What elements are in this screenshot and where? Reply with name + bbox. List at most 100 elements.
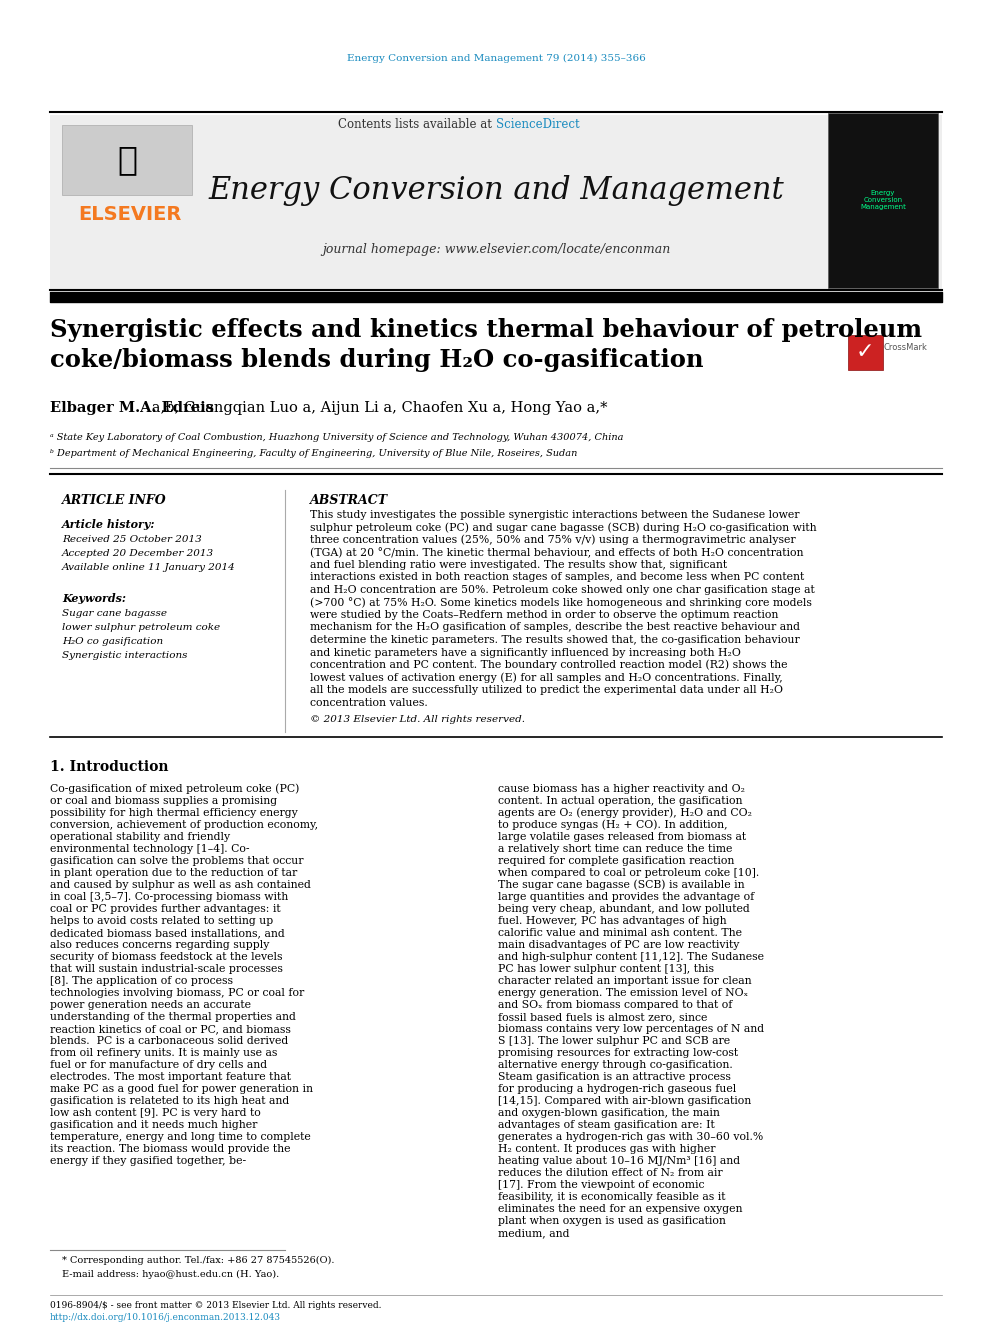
Text: * Corresponding author. Tel./fax: +86 27 87545526(O).: * Corresponding author. Tel./fax: +86 27…	[62, 1256, 334, 1265]
Text: large volatile gases released from biomass at: large volatile gases released from bioma…	[498, 832, 746, 841]
Text: reduces the dilution effect of N₂ from air: reduces the dilution effect of N₂ from a…	[498, 1168, 722, 1177]
Text: lowest values of activation energy (E) for all samples and H₂O concentrations. F: lowest values of activation energy (E) f…	[310, 672, 783, 683]
Text: (TGA) at 20 °C/min. The kinetic thermal behaviour, and effects of both H₂O conce: (TGA) at 20 °C/min. The kinetic thermal …	[310, 548, 804, 558]
Text: Accepted 20 December 2013: Accepted 20 December 2013	[62, 549, 214, 558]
Text: and H₂O concentration are 50%. Petroleum coke showed only one char gasification : and H₂O concentration are 50%. Petroleum…	[310, 585, 814, 595]
Text: and caused by sulphur as well as ash contained: and caused by sulphur as well as ash con…	[50, 880, 310, 890]
Text: operational stability and friendly: operational stability and friendly	[50, 832, 230, 841]
Text: for producing a hydrogen-rich gaseous fuel: for producing a hydrogen-rich gaseous fu…	[498, 1084, 736, 1094]
Text: [8]. The application of co process: [8]. The application of co process	[50, 976, 233, 986]
Text: concentration values.: concentration values.	[310, 697, 428, 708]
Text: environmental technology [1–4]. Co-: environmental technology [1–4]. Co-	[50, 844, 250, 855]
Text: a relatively short time can reduce the time: a relatively short time can reduce the t…	[498, 844, 732, 855]
Text: power generation needs an accurate: power generation needs an accurate	[50, 1000, 251, 1009]
Text: generates a hydrogen-rich gas with 30–60 vol.%: generates a hydrogen-rich gas with 30–60…	[498, 1132, 763, 1142]
Text: PC has lower sulphur content [13], this: PC has lower sulphur content [13], this	[498, 964, 714, 974]
Text: that will sustain industrial-scale processes: that will sustain industrial-scale proce…	[50, 964, 283, 974]
Text: H₂O co gasification: H₂O co gasification	[62, 638, 163, 647]
Text: Steam gasification is an attractive process: Steam gasification is an attractive proc…	[498, 1072, 731, 1082]
Text: dedicated biomass based installations, and: dedicated biomass based installations, a…	[50, 927, 285, 938]
Text: Elbager M.A. Edreis: Elbager M.A. Edreis	[50, 401, 214, 415]
Text: plant when oxygen is used as gasification: plant when oxygen is used as gasificatio…	[498, 1216, 726, 1226]
Text: promising resources for extracting low-cost: promising resources for extracting low-c…	[498, 1048, 738, 1058]
Text: main disadvantages of PC are low reactivity: main disadvantages of PC are low reactiv…	[498, 941, 739, 950]
Text: gasification and it needs much higher: gasification and it needs much higher	[50, 1121, 257, 1130]
Text: electrodes. The most important feature that: electrodes. The most important feature t…	[50, 1072, 291, 1082]
Text: ARTICLE INFO: ARTICLE INFO	[62, 493, 167, 507]
Text: being very cheap, abundant, and low polluted: being very cheap, abundant, and low poll…	[498, 904, 750, 914]
Text: fossil based fuels is almost zero, since: fossil based fuels is almost zero, since	[498, 1012, 707, 1021]
Text: to produce syngas (H₂ + CO). In addition,: to produce syngas (H₂ + CO). In addition…	[498, 820, 727, 831]
Text: medium, and: medium, and	[498, 1228, 569, 1238]
Text: its reaction. The biomass would provide the: its reaction. The biomass would provide …	[50, 1144, 291, 1154]
Text: coal or PC provides further advantages: it: coal or PC provides further advantages: …	[50, 904, 281, 914]
Text: mechanism for the H₂O gasification of samples, describe the best reactive behavi: mechanism for the H₂O gasification of sa…	[310, 623, 800, 632]
Text: ELSEVIER: ELSEVIER	[78, 205, 182, 225]
Text: fuel. However, PC has advantages of high: fuel. However, PC has advantages of high	[498, 916, 726, 926]
Text: technologies involving biomass, PC or coal for: technologies involving biomass, PC or co…	[50, 988, 305, 998]
Text: helps to avoid costs related to setting up: helps to avoid costs related to setting …	[50, 916, 273, 926]
Text: large quantities and provides the advantage of: large quantities and provides the advant…	[498, 892, 754, 902]
Text: or coal and biomass supplies a promising: or coal and biomass supplies a promising	[50, 796, 277, 806]
Text: understanding of the thermal properties and: understanding of the thermal properties …	[50, 1012, 296, 1021]
Text: interactions existed in both reaction stages of samples, and become less when PC: interactions existed in both reaction st…	[310, 573, 805, 582]
Text: [14,15]. Compared with air-blown gasification: [14,15]. Compared with air-blown gasific…	[498, 1095, 751, 1106]
Text: and oxygen-blown gasification, the main: and oxygen-blown gasification, the main	[498, 1107, 720, 1118]
Text: Synergistic interactions: Synergistic interactions	[62, 651, 187, 660]
Text: This study investigates the possible synergistic interactions between the Sudane: This study investigates the possible syn…	[310, 509, 800, 520]
Text: 🌳: 🌳	[117, 143, 137, 176]
Text: H₂ content. It produces gas with higher: H₂ content. It produces gas with higher	[498, 1144, 715, 1154]
Text: Received 25 October 2013: Received 25 October 2013	[62, 536, 201, 545]
Text: [17]. From the viewpoint of economic: [17]. From the viewpoint of economic	[498, 1180, 704, 1189]
Text: possibility for high thermal efficiency energy: possibility for high thermal efficiency …	[50, 808, 298, 818]
Text: CrossMark: CrossMark	[883, 343, 927, 352]
Text: Sugar cane bagasse: Sugar cane bagasse	[62, 610, 167, 618]
Text: Co-gasification of mixed petroleum coke (PC): Co-gasification of mixed petroleum coke …	[50, 783, 300, 794]
Text: calorific value and minimal ash content. The: calorific value and minimal ash content.…	[498, 927, 742, 938]
Bar	[62, 124, 192, 194]
Text: Energy
Conversion
Management: Energy Conversion Management	[860, 191, 906, 210]
Bar	[848, 335, 883, 370]
Text: Available online 11 January 2014: Available online 11 January 2014	[62, 564, 236, 573]
Text: agents are O₂ (energy provider), H₂O and CO₂: agents are O₂ (energy provider), H₂O and…	[498, 808, 752, 819]
Text: journal homepage: www.elsevier.com/locate/enconman: journal homepage: www.elsevier.com/locat…	[321, 243, 671, 257]
Text: and fuel blending ratio were investigated. The results show that, significant: and fuel blending ratio were investigate…	[310, 560, 727, 570]
Text: determine the kinetic parameters. The results showed that, the co-gasification b: determine the kinetic parameters. The re…	[310, 635, 800, 646]
Text: in plant operation due to the reduction of tar: in plant operation due to the reduction …	[50, 868, 298, 878]
Text: security of biomass feedstock at the levels: security of biomass feedstock at the lev…	[50, 953, 283, 962]
Text: © 2013 Elsevier Ltd. All rights reserved.: © 2013 Elsevier Ltd. All rights reserved…	[310, 716, 525, 725]
Text: and high-sulphur content [11,12]. The Sudanese: and high-sulphur content [11,12]. The Su…	[498, 953, 764, 962]
Text: feasibility, it is economically feasible as it: feasibility, it is economically feasible…	[498, 1192, 725, 1203]
Text: (>700 °C) at 75% H₂O. Some kinetics models like homogeneous and shrinking core m: (>700 °C) at 75% H₂O. Some kinetics mode…	[310, 597, 811, 609]
Text: Contents lists available at: Contents lists available at	[338, 119, 496, 131]
Text: when compared to coal or petroleum coke [10].: when compared to coal or petroleum coke …	[498, 868, 759, 878]
Text: Synergistic effects and kinetics thermal behaviour of petroleum: Synergistic effects and kinetics thermal…	[50, 318, 922, 343]
Text: ABSTRACT: ABSTRACT	[310, 493, 388, 507]
Text: gasification can solve the problems that occur: gasification can solve the problems that…	[50, 856, 304, 867]
Text: content. In actual operation, the gasification: content. In actual operation, the gasifi…	[498, 796, 742, 806]
Text: conversion, achievement of production economy,: conversion, achievement of production ec…	[50, 820, 318, 830]
Text: also reduces concerns regarding supply: also reduces concerns regarding supply	[50, 941, 270, 950]
Text: Article history:: Article history:	[62, 520, 156, 531]
Text: blends.  PC is a carbonaceous solid derived: blends. PC is a carbonaceous solid deriv…	[50, 1036, 289, 1046]
Text: alternative energy through co-gasification.: alternative energy through co-gasificati…	[498, 1060, 733, 1070]
Text: and SOₓ from biomass compared to that of: and SOₓ from biomass compared to that of	[498, 1000, 732, 1009]
Text: energy if they gasified together, be-: energy if they gasified together, be-	[50, 1156, 246, 1166]
Text: Energy Conversion and Management 79 (2014) 355–366: Energy Conversion and Management 79 (201…	[346, 53, 646, 62]
Text: ✓: ✓	[856, 343, 874, 363]
Text: biomass contains very low percentages of N and: biomass contains very low percentages of…	[498, 1024, 764, 1035]
Text: temperature, energy and long time to complete: temperature, energy and long time to com…	[50, 1132, 310, 1142]
Text: 1. Introduction: 1. Introduction	[50, 759, 169, 774]
Text: a,b, Guangqian Luo a, Aijun Li a, Chaofen Xu a, Hong Yao a,*: a,b, Guangqian Luo a, Aijun Li a, Chaofe…	[50, 401, 607, 415]
Text: low ash content [9]. PC is very hard to: low ash content [9]. PC is very hard to	[50, 1107, 261, 1118]
Text: The sugar cane bagasse (SCB) is available in: The sugar cane bagasse (SCB) is availabl…	[498, 880, 745, 890]
Text: advantages of steam gasification are: It: advantages of steam gasification are: It	[498, 1121, 715, 1130]
Text: character related an important issue for clean: character related an important issue for…	[498, 976, 752, 986]
Text: and kinetic parameters have a significantly influenced by increasing both H₂O: and kinetic parameters have a significan…	[310, 647, 741, 658]
Text: gasification is relateted to its high heat and: gasification is relateted to its high he…	[50, 1095, 290, 1106]
Text: E-mail address: hyao@hust.edu.cn (H. Yao).: E-mail address: hyao@hust.edu.cn (H. Yao…	[62, 1270, 280, 1278]
Text: were studied by the Coats–Redfern method in order to observe the optimum reactio: were studied by the Coats–Redfern method…	[310, 610, 779, 620]
Text: make PC as a good fuel for power generation in: make PC as a good fuel for power generat…	[50, 1084, 313, 1094]
Text: ScienceDirect: ScienceDirect	[496, 119, 579, 131]
Text: in coal [3,5–7]. Co-processing biomass with: in coal [3,5–7]. Co-processing biomass w…	[50, 892, 289, 902]
